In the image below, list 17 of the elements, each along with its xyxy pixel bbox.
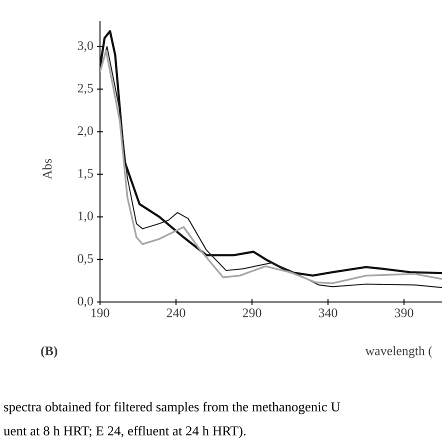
- x-tick-label: 290: [242, 308, 262, 318]
- y-tick-label: 2,0: [78, 126, 93, 138]
- y-tick-label: 2,5: [78, 84, 93, 94]
- y-tick-label: 3,0: [78, 41, 93, 52]
- x-axis-title: wavelength (: [365, 346, 432, 358]
- y-tick-label: 1,5: [78, 169, 93, 180]
- y-axis-title: Abs: [42, 159, 52, 180]
- x-tick-label: 240: [166, 308, 186, 318]
- x-tick-label: 190: [91, 308, 110, 318]
- x-tick-label: 390: [394, 308, 414, 318]
- text: spectra obtained for filtered samples from the methanogenic U: [4, 402, 340, 414]
- y-tick-label: 1,0: [78, 212, 93, 222]
- text: uent at 8 h HRT; E 24, effluent at 24 h HRT).: [4, 426, 246, 438]
- text: (B): [41, 346, 58, 358]
- y-tick-label: 0,5: [78, 254, 93, 265]
- y-tick-label: 0,0: [78, 296, 93, 308]
- x-tick-label: 340: [318, 308, 338, 318]
